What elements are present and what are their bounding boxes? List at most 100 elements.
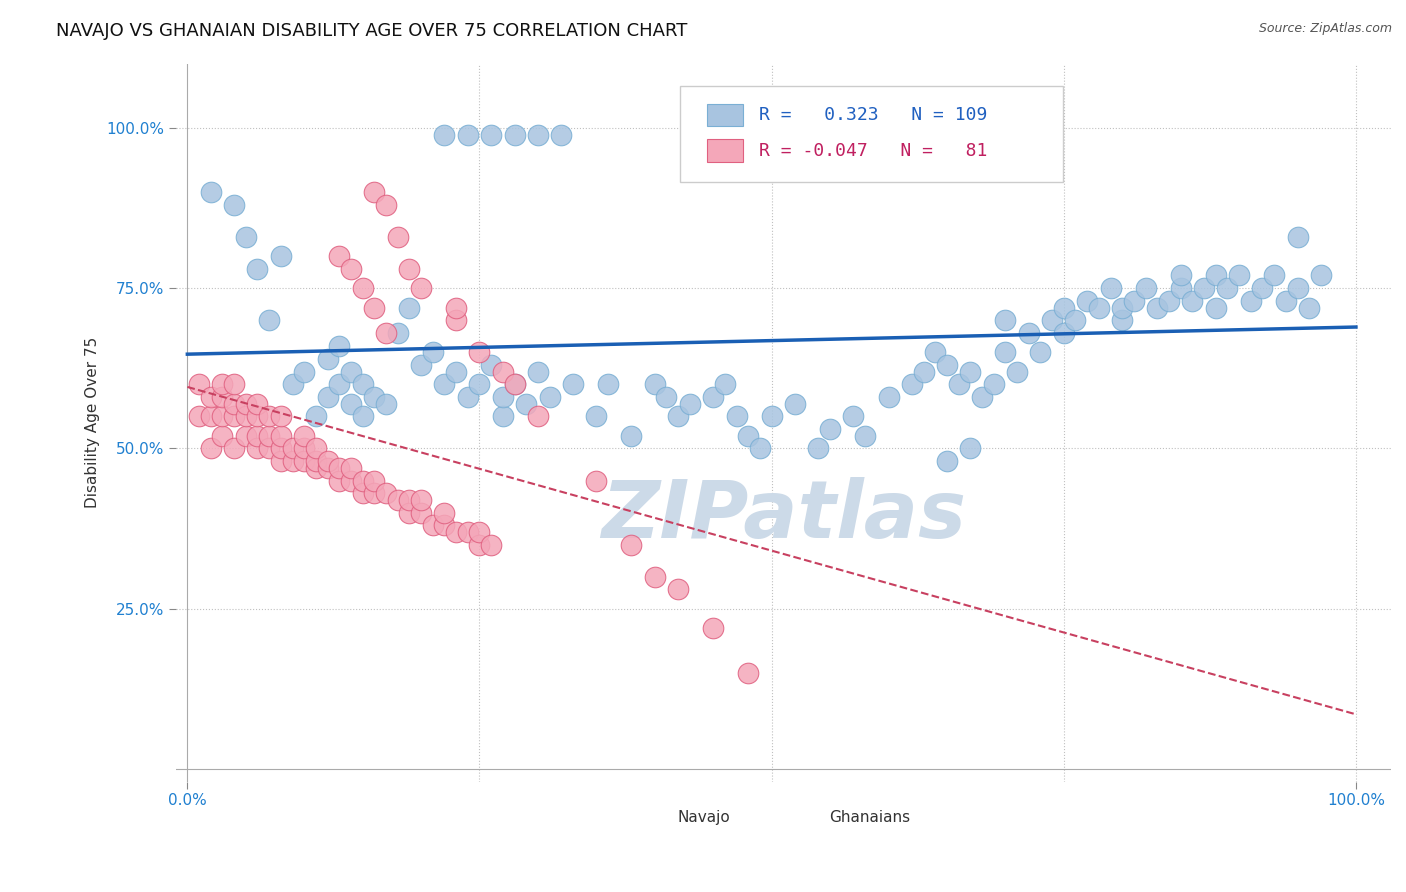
Point	[562, 377, 585, 392]
Point	[1111, 313, 1133, 327]
Point	[527, 365, 550, 379]
Point	[1053, 301, 1076, 315]
Text: Source: ZipAtlas.com: Source: ZipAtlas.com	[1258, 22, 1392, 36]
Point	[422, 518, 444, 533]
Text: NAVAJO VS GHANAIAN DISABILITY AGE OVER 75 CORRELATION CHART: NAVAJO VS GHANAIAN DISABILITY AGE OVER 7…	[56, 22, 688, 40]
Point	[316, 351, 339, 366]
Point	[270, 454, 292, 468]
Point	[235, 428, 257, 442]
Point	[375, 326, 398, 340]
FancyBboxPatch shape	[796, 808, 823, 829]
Point	[235, 230, 257, 244]
Point	[1286, 281, 1309, 295]
Point	[1064, 313, 1087, 327]
Point	[783, 396, 806, 410]
Point	[749, 442, 772, 456]
Point	[363, 486, 385, 500]
Point	[270, 249, 292, 263]
Point	[270, 409, 292, 424]
FancyBboxPatch shape	[681, 86, 1063, 183]
Point	[387, 230, 409, 244]
Point	[257, 428, 280, 442]
Point	[352, 409, 374, 424]
Point	[596, 377, 619, 392]
Point	[281, 377, 304, 392]
FancyBboxPatch shape	[707, 139, 744, 162]
Point	[620, 428, 643, 442]
Point	[292, 428, 315, 442]
Text: ZIPatlas: ZIPatlas	[600, 477, 966, 555]
Point	[422, 345, 444, 359]
Point	[292, 365, 315, 379]
Point	[737, 665, 759, 680]
Point	[1240, 294, 1263, 309]
Point	[503, 377, 526, 392]
Point	[305, 409, 328, 424]
Point	[398, 506, 420, 520]
Point	[503, 377, 526, 392]
Point	[375, 486, 398, 500]
Point	[807, 442, 830, 456]
Text: Ghanaians: Ghanaians	[830, 810, 911, 825]
Point	[457, 128, 479, 142]
Point	[257, 313, 280, 327]
Point	[468, 345, 491, 359]
Point	[211, 377, 233, 392]
Text: R = -0.047   N =   81: R = -0.047 N = 81	[759, 142, 987, 160]
FancyBboxPatch shape	[707, 103, 744, 127]
Point	[468, 377, 491, 392]
Point	[1251, 281, 1274, 295]
Point	[468, 524, 491, 539]
Point	[211, 390, 233, 404]
Point	[270, 428, 292, 442]
Point	[959, 442, 981, 456]
Point	[644, 569, 666, 583]
Point	[398, 301, 420, 315]
Point	[1205, 301, 1227, 315]
Point	[270, 442, 292, 456]
Point	[877, 390, 900, 404]
Point	[211, 409, 233, 424]
Point	[1076, 294, 1098, 309]
Point	[1275, 294, 1298, 309]
Point	[328, 249, 350, 263]
Point	[305, 454, 328, 468]
Point	[994, 345, 1017, 359]
Point	[444, 524, 467, 539]
Point	[363, 390, 385, 404]
Point	[1286, 230, 1309, 244]
Point	[1088, 301, 1111, 315]
Point	[1111, 301, 1133, 315]
Point	[457, 390, 479, 404]
Point	[281, 454, 304, 468]
Point	[538, 390, 561, 404]
Point	[340, 396, 363, 410]
Point	[527, 409, 550, 424]
Point	[340, 460, 363, 475]
Point	[387, 326, 409, 340]
Point	[959, 365, 981, 379]
Point	[901, 377, 924, 392]
Point	[257, 442, 280, 456]
Point	[305, 460, 328, 475]
Point	[620, 538, 643, 552]
Point	[948, 377, 970, 392]
Point	[725, 409, 748, 424]
Point	[666, 409, 689, 424]
Y-axis label: Disability Age Over 75: Disability Age Over 75	[86, 337, 100, 508]
Point	[375, 396, 398, 410]
Point	[316, 454, 339, 468]
Point	[444, 301, 467, 315]
Point	[503, 128, 526, 142]
Point	[316, 460, 339, 475]
Point	[340, 365, 363, 379]
Point	[1099, 281, 1122, 295]
Point	[363, 301, 385, 315]
Point	[1053, 326, 1076, 340]
Point	[305, 442, 328, 456]
Point	[994, 313, 1017, 327]
Point	[818, 422, 841, 436]
Point	[1227, 268, 1250, 283]
Point	[222, 409, 245, 424]
Point	[912, 365, 935, 379]
